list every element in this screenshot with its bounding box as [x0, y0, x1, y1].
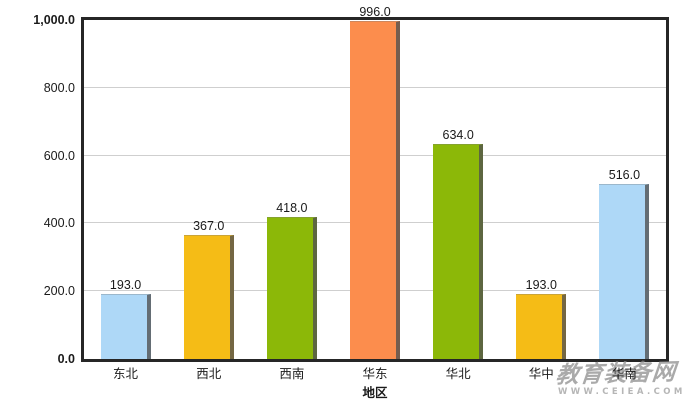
bar[interactable] — [433, 144, 484, 359]
bar-slot — [433, 20, 484, 359]
y-axis-tick-label: 600.0 — [43, 148, 75, 163]
bar-value-label: 634.0 — [442, 128, 474, 143]
x-axis-category-label: 华北 — [445, 367, 471, 381]
bar[interactable] — [599, 184, 650, 359]
y-axis-tick-label: 800.0 — [43, 80, 75, 95]
bar[interactable] — [350, 21, 400, 359]
bar-value-label: 996.0 — [359, 5, 391, 20]
plot-area — [81, 17, 669, 362]
bar-slot — [266, 20, 317, 359]
x-axis-category-label: 华中 — [528, 367, 554, 381]
watermark-url: WWW.CEIEA.COM — [558, 387, 686, 397]
bar-slot — [599, 20, 650, 359]
y-axis-tick-label: 400.0 — [43, 216, 75, 231]
bar[interactable] — [183, 234, 234, 359]
y-axis-tick-labels: 0.0 200.0 400.0 600.0 800.0 1,000.0 — [0, 0, 75, 409]
x-axis-category-label: 西南 — [279, 367, 305, 381]
bar-value-label: 193.0 — [525, 277, 557, 292]
bar-value-label: 367.0 — [193, 218, 225, 233]
bar[interactable] — [100, 293, 151, 359]
x-axis-category-label: 华东 — [362, 367, 388, 381]
x-axis-category-label: 华南 — [611, 367, 637, 381]
y-axis-tick-label: 1,000.0 — [33, 12, 75, 27]
x-axis-category-label: 东北 — [113, 367, 139, 381]
bar[interactable] — [266, 217, 317, 359]
bar[interactable] — [516, 293, 567, 359]
bar-slot — [516, 20, 567, 359]
y-axis-tick-label: 0.0 — [57, 351, 75, 366]
y-axis-tick-label: 200.0 — [43, 283, 75, 298]
bar-slot — [183, 20, 234, 359]
bar-value-label: 516.0 — [608, 168, 641, 183]
bar-value-label: 193.0 — [109, 277, 142, 292]
bar-value-label: 418.0 — [276, 201, 308, 216]
x-axis-title: 地区 — [362, 386, 388, 400]
bar-slot — [100, 20, 151, 359]
bar-slot — [350, 20, 400, 359]
x-axis-category-label: 西北 — [196, 367, 222, 381]
